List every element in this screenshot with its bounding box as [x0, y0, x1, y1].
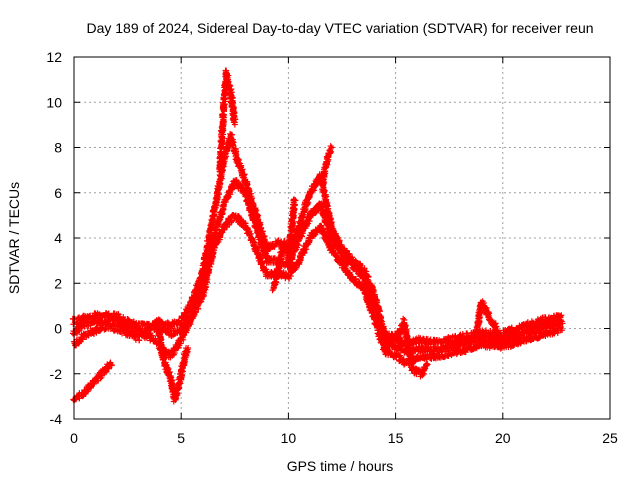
y-tick-label: 2 [54, 275, 62, 291]
x-tick-label: 0 [70, 430, 78, 446]
data-point [209, 215, 216, 222]
y-tick-label: 10 [46, 94, 62, 110]
series-late-start-track [70, 359, 115, 404]
y-tick-label: -4 [50, 411, 63, 427]
x-tick-label: 20 [495, 430, 511, 446]
data-series [69, 67, 566, 405]
grid-lines [74, 57, 610, 419]
data-point [210, 208, 217, 215]
data-point [120, 314, 127, 321]
x-tick-label: 25 [602, 430, 618, 446]
chart-title: Day 189 of 2024, Sidereal Day-to-day VTE… [86, 20, 593, 36]
y-tick-label: -2 [50, 366, 63, 382]
y-tick-label: 12 [46, 49, 62, 65]
x-tick-label: 10 [281, 430, 297, 446]
y-tick-label: 8 [54, 140, 62, 156]
series-band-2 [69, 176, 566, 357]
x-tick-label: 5 [177, 430, 185, 446]
series-band-3 [71, 211, 566, 368]
y-tick-label: 4 [54, 230, 62, 246]
y-tick-label: 0 [54, 321, 62, 337]
y-tick-label: 6 [54, 185, 62, 201]
x-tick-label: 15 [388, 430, 404, 446]
data-point [215, 191, 222, 198]
